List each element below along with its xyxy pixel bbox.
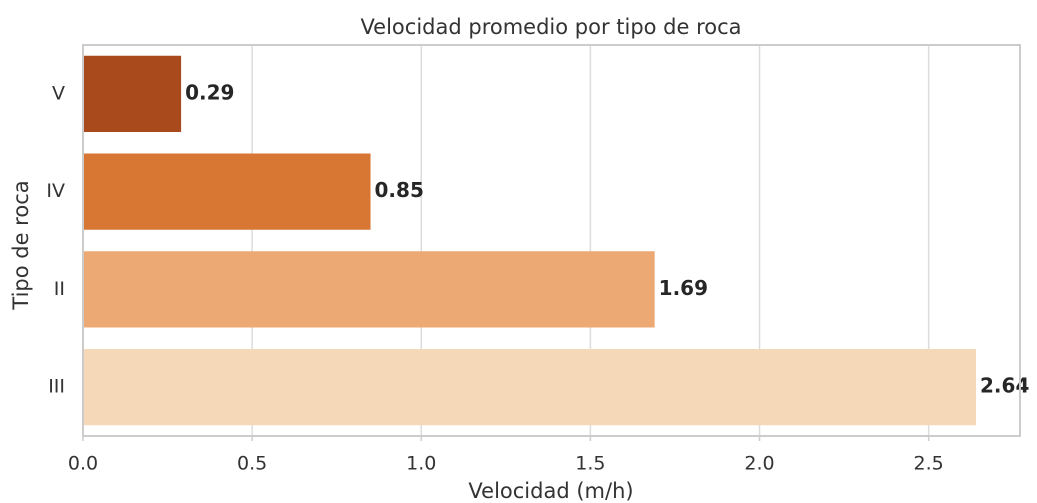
chart-title: Velocidad promedio por tipo de roca [360, 15, 741, 39]
x-tick-label: 1.0 [406, 453, 436, 475]
plot-frame [82, 44, 1021, 437]
value-label: 0.29 [185, 80, 234, 104]
bar [83, 251, 655, 328]
y-tick-label: II [54, 278, 65, 300]
x-tick-label: 2.0 [744, 453, 774, 475]
x-tick-label: 0.5 [237, 453, 267, 475]
x-tick-label: 2.5 [914, 453, 944, 475]
bar [83, 153, 371, 230]
y-tick-label: III [48, 376, 65, 398]
value-label: 1.69 [659, 276, 708, 300]
y-tick-label: V [52, 82, 65, 104]
value-label: 2.64 [980, 374, 1029, 398]
bar [83, 349, 977, 426]
x-tick-label: 1.5 [575, 453, 605, 475]
x-tick-label: 0.0 [68, 453, 98, 475]
value-label: 0.85 [375, 178, 424, 202]
y-axis-label: Tipo de roca [9, 180, 33, 310]
bar [83, 55, 182, 132]
y-tick-label: IV [46, 180, 65, 202]
x-axis-label: Velocidad (m/h) [468, 479, 633, 503]
